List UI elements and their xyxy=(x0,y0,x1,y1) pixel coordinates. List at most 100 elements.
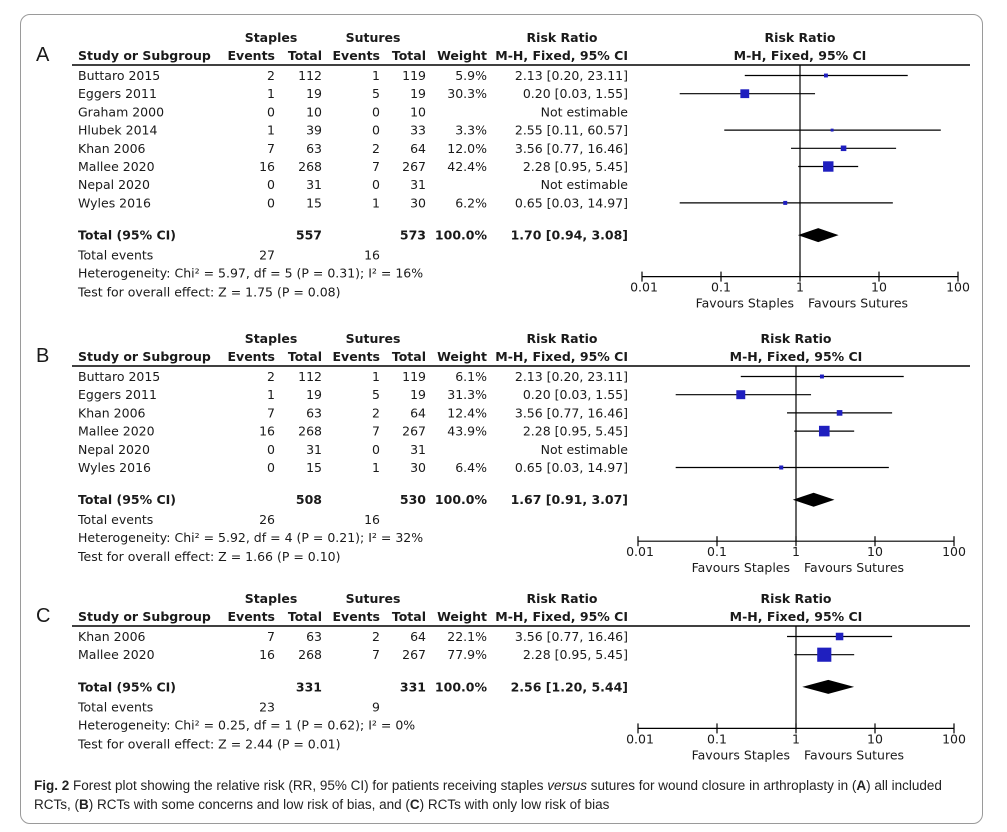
study-risk-ratio-ci: Not estimable xyxy=(541,442,629,457)
panel-label: A xyxy=(36,44,50,66)
sutures-total: 119 xyxy=(402,369,426,384)
header-risk-ratio: Risk Ratio xyxy=(527,30,598,45)
study-weight: 12.0% xyxy=(447,141,487,156)
x-tick-label: 100 xyxy=(942,731,966,746)
header-risk-ratio: Risk Ratio xyxy=(527,331,598,346)
sutures-events: 7 xyxy=(372,424,380,439)
sutures-events: 1 xyxy=(372,460,380,475)
study-risk-ratio-ci: 2.13 [0.20, 23.11] xyxy=(515,68,628,83)
panel-label: C xyxy=(36,605,50,627)
study-weight: 22.1% xyxy=(447,629,487,644)
x-tick-label: 0.01 xyxy=(626,731,654,746)
total-sutures: 530 xyxy=(400,492,426,507)
caption-label: Fig. 2 xyxy=(34,778,70,793)
staples-events: 7 xyxy=(267,629,275,644)
study-name: Buttaro 2015 xyxy=(78,68,160,83)
total-events-label: Total events xyxy=(77,699,153,714)
total-events-staples: 26 xyxy=(259,512,275,527)
caption-ref-b: B xyxy=(79,797,89,812)
caption-ref-c: C xyxy=(409,797,420,812)
study-risk-ratio-ci: 3.56 [0.77, 16.46] xyxy=(515,405,628,420)
header-weight: Weight xyxy=(437,48,487,63)
study-weight: 77.9% xyxy=(447,647,487,662)
favours-sutures-label: Favours Sutures xyxy=(808,296,908,311)
staples-total: 268 xyxy=(298,159,322,174)
sutures-events: 7 xyxy=(372,647,380,662)
header-staples: Staples xyxy=(245,30,298,45)
study-name: Mallee 2020 xyxy=(78,424,155,439)
header-events-staples: Events xyxy=(228,48,275,63)
point-estimate-marker xyxy=(779,465,784,470)
sutures-events: 1 xyxy=(372,369,380,384)
study-risk-ratio-ci: 2.13 [0.20, 23.11] xyxy=(515,369,628,384)
sutures-events: 0 xyxy=(372,177,380,192)
header-weight: Weight xyxy=(437,609,487,624)
x-tick-label: 0.1 xyxy=(707,544,727,559)
x-tick-label: 10 xyxy=(871,280,887,295)
total-sutures: 573 xyxy=(400,228,426,243)
sutures-total: 64 xyxy=(410,405,426,420)
x-tick-label: 1 xyxy=(792,731,800,746)
study-name: Buttaro 2015 xyxy=(78,369,160,384)
staples-total: 31 xyxy=(306,177,322,192)
study-weight: 12.4% xyxy=(447,405,487,420)
x-tick-label: 100 xyxy=(942,544,966,559)
header-staples: Staples xyxy=(245,331,298,346)
total-sutures: 331 xyxy=(400,679,426,694)
study-name: Graham 2000 xyxy=(78,104,164,119)
staples-total: 39 xyxy=(306,123,322,138)
staples-total: 15 xyxy=(306,195,322,210)
study-risk-ratio-ci: 2.28 [0.95, 5.45] xyxy=(523,424,628,439)
total-staples: 508 xyxy=(296,492,322,507)
total-events-label: Total events xyxy=(77,248,153,263)
favours-staples-label: Favours Staples xyxy=(692,747,790,762)
header-plot-risk-ratio: Risk Ratio xyxy=(761,591,832,606)
sutures-total: 31 xyxy=(410,442,426,457)
header-events-sutures: Events xyxy=(333,349,380,364)
header-total-sutures: Total xyxy=(392,349,426,364)
total-events-staples: 27 xyxy=(259,248,275,263)
caption-text-1: Forest plot showing the relative risk (R… xyxy=(69,778,548,793)
study-risk-ratio-ci: 2.28 [0.95, 5.45] xyxy=(523,159,628,174)
x-tick-label: 1 xyxy=(792,544,800,559)
sutures-events: 2 xyxy=(372,141,380,156)
header-plot-risk-ratio: Risk Ratio xyxy=(761,331,832,346)
point-estimate-marker xyxy=(783,200,788,205)
staples-events: 16 xyxy=(259,647,275,662)
overall-effect-text: Test for overall effect: Z = 2.44 (P = 0… xyxy=(77,736,341,751)
header-weight: Weight xyxy=(437,349,487,364)
study-weight: 31.3% xyxy=(447,387,487,402)
staples-total: 15 xyxy=(306,460,322,475)
header-method: M-H, Fixed, 95% CI xyxy=(495,349,628,364)
study-weight: 6.4% xyxy=(455,460,487,475)
total-events-label: Total events xyxy=(77,512,153,527)
x-tick-label: 1 xyxy=(796,280,804,295)
sutures-events: 0 xyxy=(372,123,380,138)
sutures-events: 1 xyxy=(372,195,380,210)
study-weight: 5.9% xyxy=(455,68,487,83)
pooled-estimate-diamond xyxy=(792,492,835,507)
staples-total: 10 xyxy=(306,104,322,119)
x-tick-label: 0.01 xyxy=(630,280,658,295)
header-method: M-H, Fixed, 95% CI xyxy=(495,48,628,63)
favours-sutures-label: Favours Sutures xyxy=(804,560,904,575)
total-staples: 557 xyxy=(296,228,322,243)
x-tick-label: 10 xyxy=(867,544,883,559)
point-estimate-marker xyxy=(823,161,834,172)
study-weight: 42.4% xyxy=(447,159,487,174)
study-name: Eggers 2011 xyxy=(78,387,157,402)
sutures-total: 19 xyxy=(410,86,426,101)
header-events-staples: Events xyxy=(228,609,275,624)
caption-versus: versus xyxy=(547,778,587,793)
point-estimate-marker xyxy=(818,425,830,437)
sutures-events: 5 xyxy=(372,387,380,402)
study-risk-ratio-ci: 2.28 [0.95, 5.45] xyxy=(523,647,628,662)
header-plot-risk-ratio: Risk Ratio xyxy=(765,30,836,45)
x-tick-label: 0.1 xyxy=(707,731,727,746)
total-risk-ratio-ci: 1.70 [0.94, 3.08] xyxy=(511,228,628,243)
header-staples: Staples xyxy=(245,591,298,606)
study-name: Khan 2006 xyxy=(78,629,146,644)
sutures-events: 7 xyxy=(372,159,380,174)
header-events-staples: Events xyxy=(228,349,275,364)
staples-events: 16 xyxy=(259,159,275,174)
